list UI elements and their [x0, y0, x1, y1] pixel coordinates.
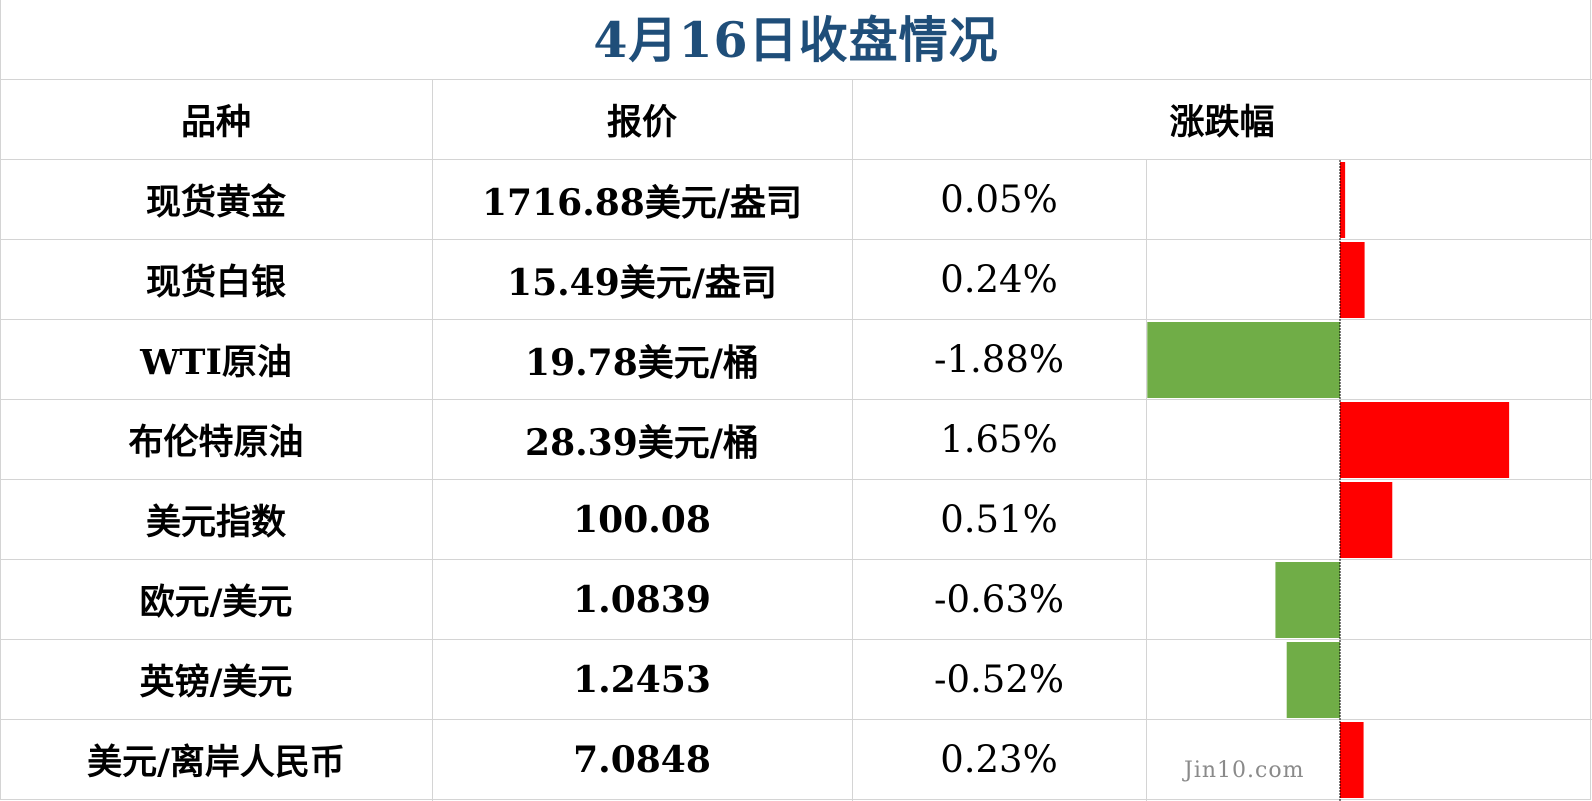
row-price: 1.0839	[573, 578, 711, 621]
header-price: 报价	[606, 102, 677, 143]
row-change: 0.24%	[940, 258, 1058, 301]
row-price: 100.08	[573, 498, 711, 541]
row-change: -0.63%	[933, 578, 1065, 621]
bar-美元指数	[1340, 482, 1393, 558]
row-divider	[0, 719, 1592, 720]
row-change: -0.52%	[933, 658, 1065, 701]
row-divider	[0, 639, 1592, 640]
row-price: 19.78美元/桶	[525, 341, 759, 384]
row-name: 欧元/美元	[139, 582, 293, 623]
row-name: 英镑/美元	[139, 662, 293, 703]
row-name: 现货黄金	[145, 182, 286, 223]
bar-美元/离岸人民币	[1340, 722, 1364, 798]
row-name: 现货白银	[145, 262, 286, 303]
column-divider	[852, 80, 853, 801]
header-change: 涨跌幅	[1169, 102, 1275, 143]
bar-欧元/美元	[1275, 562, 1340, 638]
bar-现货黄金	[1340, 162, 1346, 238]
change-bar-chart	[1147, 160, 1510, 801]
row-price: 15.49美元/盎司	[507, 261, 777, 304]
row-divider	[0, 319, 1592, 320]
row-change: 0.51%	[940, 498, 1058, 541]
page-title: 4月16日收盘情况	[0, 0, 1592, 80]
row-price: 7.0848	[573, 738, 711, 781]
bar-英镑/美元	[1286, 642, 1340, 718]
watermark: Jin10.com	[1184, 758, 1305, 783]
row-change: 0.23%	[940, 738, 1058, 781]
row-divider	[0, 239, 1592, 240]
row-name: 美元指数	[145, 502, 286, 543]
column-divider	[432, 80, 433, 801]
row-divider	[0, 399, 1592, 400]
header-name: 品种	[180, 102, 251, 143]
row-divider	[0, 159, 1592, 160]
row-change: -1.88%	[933, 338, 1065, 381]
bar-布伦特原油	[1340, 402, 1510, 478]
bar-现货白银	[1340, 242, 1365, 318]
row-change: 0.05%	[940, 178, 1058, 221]
row-price: 28.39美元/桶	[525, 421, 759, 464]
row-price: 1.2453	[573, 658, 711, 701]
bar-WTI原油	[1147, 322, 1340, 398]
column-divider	[1146, 159, 1147, 801]
row-name: 布伦特原油	[128, 422, 304, 463]
row-name: WTI原油	[140, 342, 292, 383]
row-divider	[0, 559, 1592, 560]
row-name: 美元/离岸人民币	[87, 742, 345, 783]
row-change: 1.65%	[940, 418, 1058, 461]
row-divider	[0, 479, 1592, 480]
row-price: 1716.88美元/盎司	[482, 181, 802, 224]
